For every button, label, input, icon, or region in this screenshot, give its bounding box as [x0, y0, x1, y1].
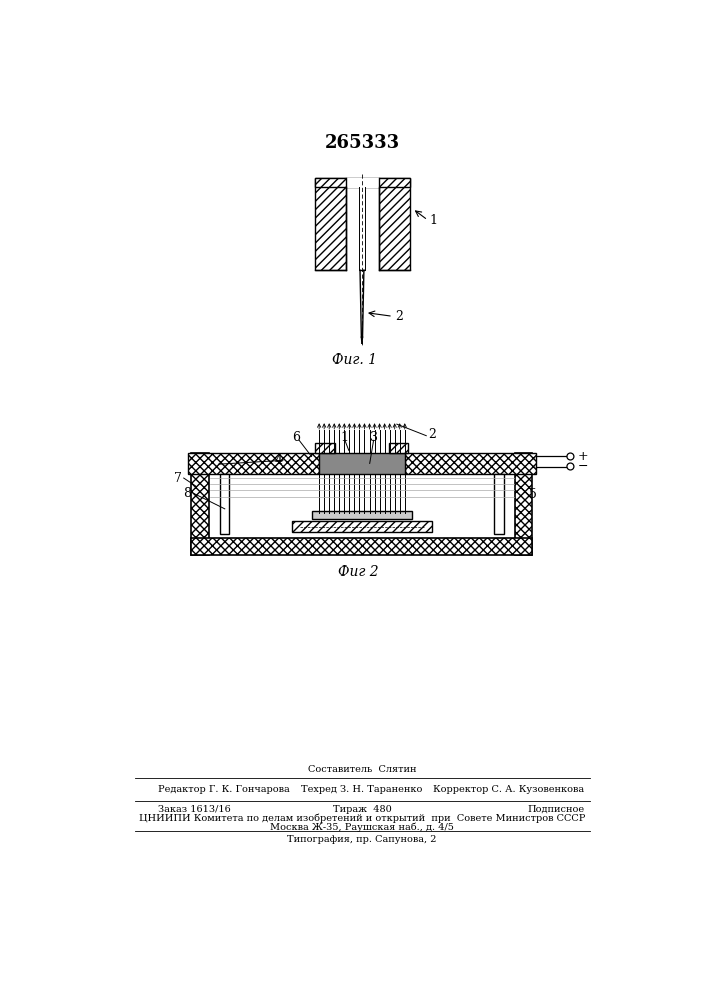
Bar — [312, 511, 412, 519]
Text: Заказ 1613/16: Заказ 1613/16 — [158, 805, 231, 814]
Bar — [494, 474, 504, 534]
Text: Тираж  480: Тираж 480 — [332, 805, 392, 814]
Text: 5: 5 — [529, 488, 537, 501]
Bar — [315, 178, 410, 187]
Text: 2: 2 — [428, 428, 436, 441]
Bar — [389, 443, 409, 453]
Bar — [192, 453, 209, 555]
Bar — [359, 187, 365, 270]
Text: 1: 1 — [429, 214, 438, 227]
Text: 3: 3 — [370, 431, 378, 444]
Text: −: − — [578, 460, 588, 473]
Text: 7: 7 — [173, 472, 182, 485]
Bar — [315, 178, 346, 270]
Text: Подписное: Подписное — [527, 805, 585, 814]
Bar — [192, 538, 532, 555]
Text: Техред З. Н. Тараненко: Техред З. Н. Тараненко — [301, 785, 423, 794]
Text: Фиг 2: Фиг 2 — [338, 565, 378, 579]
Bar — [187, 453, 320, 474]
Text: 1: 1 — [341, 431, 349, 444]
Text: Корректор С. А. Кузовенкова: Корректор С. А. Кузовенкова — [433, 785, 585, 794]
Text: Типография, пр. Сапунова, 2: Типография, пр. Сапунова, 2 — [287, 835, 437, 844]
Bar — [404, 453, 537, 474]
Text: Фиг. 1: Фиг. 1 — [332, 353, 377, 367]
Bar — [315, 443, 335, 453]
Text: 6: 6 — [292, 431, 300, 444]
Text: 2: 2 — [395, 310, 403, 323]
Text: ЦНИИПИ Комитета по делам изобретений и открытий  при  Совете Министров СССР: ЦНИИПИ Комитета по делам изобретений и о… — [139, 814, 585, 823]
Text: Редактор Г. К. Гончарова: Редактор Г. К. Гончарова — [158, 785, 290, 794]
Text: 4: 4 — [274, 454, 282, 467]
Bar — [346, 178, 379, 188]
Text: 8: 8 — [184, 487, 192, 500]
Text: 265333: 265333 — [325, 134, 399, 152]
Bar — [515, 453, 532, 555]
Bar — [379, 178, 410, 270]
Bar — [220, 474, 230, 534]
Text: Составитель  Слятин: Составитель Слятин — [308, 765, 416, 774]
Bar — [292, 521, 432, 532]
Bar — [320, 453, 404, 474]
Text: Москва Ж-35, Раушская наб., д. 4/5: Москва Ж-35, Раушская наб., д. 4/5 — [270, 822, 454, 832]
Text: +: + — [578, 450, 588, 463]
